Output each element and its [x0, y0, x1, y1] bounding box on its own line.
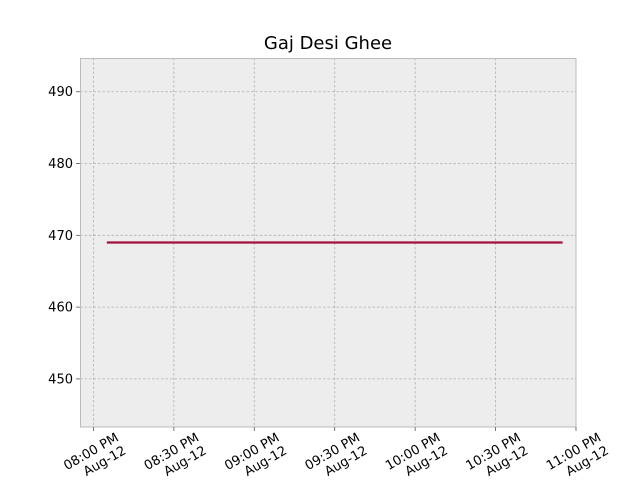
y-axis: 450 460 470 480 490: [48, 85, 80, 387]
y-tick-label: 450: [48, 372, 73, 387]
chart-title: Gaj Desi Ghee: [264, 33, 392, 54]
plot-frame: [80, 58, 577, 428]
y-tick-label: 480: [48, 157, 73, 172]
y-tick-label: 460: [48, 301, 73, 316]
y-tick-label: 490: [48, 85, 73, 100]
y-tick-label: 470: [48, 229, 73, 244]
